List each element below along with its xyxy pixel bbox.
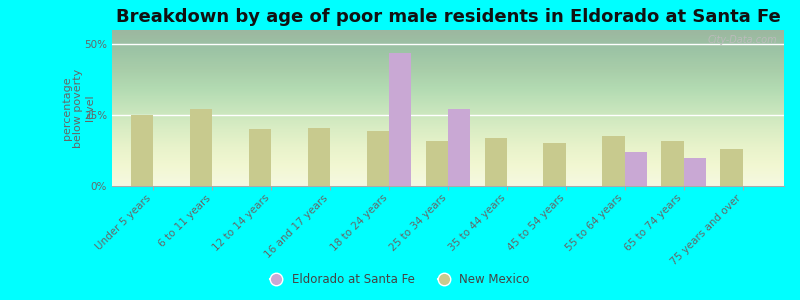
Bar — [625, 152, 647, 186]
Title: Breakdown by age of poor male residents in Eldorado at Santa Fe: Breakdown by age of poor male residents … — [116, 8, 780, 26]
Legend: Eldorado at Santa Fe, New Mexico: Eldorado at Santa Fe, New Mexico — [266, 269, 534, 291]
Bar — [662, 141, 684, 186]
Bar — [389, 53, 411, 186]
Bar — [720, 149, 742, 186]
Bar — [684, 158, 706, 186]
Text: City-Data.com: City-Data.com — [708, 35, 778, 45]
Bar — [448, 110, 470, 186]
Bar — [485, 138, 507, 186]
Bar — [426, 141, 448, 186]
Bar — [190, 110, 212, 186]
Bar — [366, 131, 389, 186]
Bar — [131, 115, 154, 186]
Bar — [543, 143, 566, 186]
Bar — [308, 128, 330, 186]
Y-axis label: percentage
below poverty
level: percentage below poverty level — [62, 68, 95, 148]
Bar — [602, 136, 625, 186]
Bar — [249, 129, 271, 186]
